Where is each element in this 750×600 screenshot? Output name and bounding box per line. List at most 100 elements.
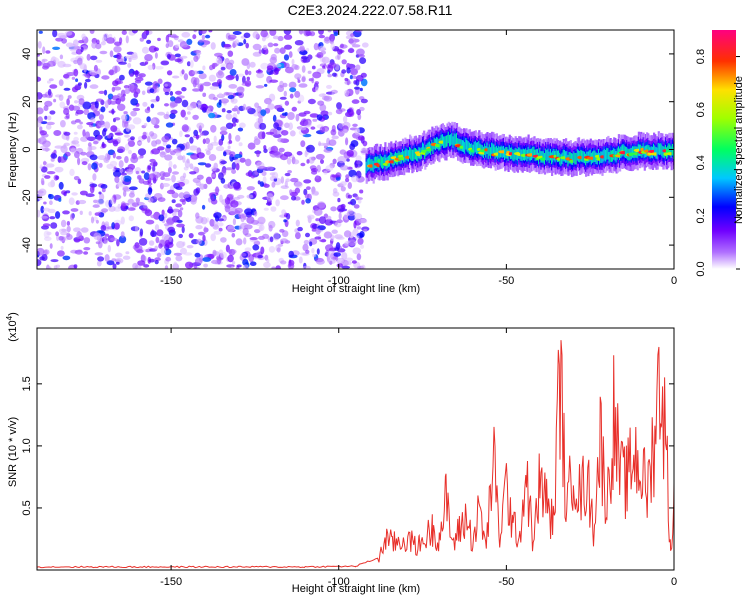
heatmap-noise-cell [167, 206, 173, 214]
heatmap-trace-cell [604, 150, 608, 162]
heatmap-noise-cell [120, 172, 127, 176]
heatmap-noise-cell [215, 186, 220, 195]
heatmap-noise-cell [154, 260, 159, 265]
heatmap-noise-cell [166, 217, 175, 226]
heatmap-noise-cell [326, 84, 332, 89]
heatmap-noise-cell [137, 141, 143, 145]
heatmap-noise-cell [333, 31, 339, 37]
heatmap-noise-cell [268, 224, 273, 232]
heatmap-noise-cell [281, 209, 286, 216]
heatmap-noise-cell [141, 46, 150, 54]
heatmap-noise-cell [254, 52, 259, 56]
heatmap-trace-cell [464, 142, 467, 154]
heatmap-noise-cell [90, 117, 96, 123]
heatmap-noise-cell [287, 112, 295, 120]
heatmap-noise-cell [143, 264, 150, 268]
heatmap-noise-cell [266, 258, 270, 263]
heatmap-trace-peak [640, 147, 645, 152]
heatmap-noise-cell [180, 55, 188, 59]
heatmap-noise-cell [37, 192, 43, 198]
heatmap-noise-cell [118, 235, 127, 244]
heatmap-noise-cell [119, 95, 126, 102]
heatmap-trace-peak [600, 155, 605, 159]
heatmap-trace-cell [369, 157, 372, 169]
heatmap-noise-cell [314, 236, 322, 240]
heatmap-noise-cell [289, 93, 294, 99]
heatmap-noise-cell [348, 37, 357, 45]
heatmap-noise-cell [163, 113, 170, 120]
heatmap-noise-cell [77, 124, 83, 130]
heatmap-trace-cell [485, 146, 488, 158]
heatmap-noise-cell [44, 175, 51, 179]
heatmap-noise-cell [294, 90, 301, 98]
heatmap-noise-cell [242, 103, 247, 111]
heatmap-noise-cell [245, 106, 252, 112]
heatmap-trace-cell [663, 146, 666, 159]
heatmap-noise-cell [240, 252, 247, 257]
heatmap-noise-cell [238, 91, 244, 99]
heatmap-noise-cell [79, 63, 87, 70]
heatmap-noise-cell [154, 66, 164, 70]
heatmap-noise-cell [269, 70, 274, 75]
heatmap-noise-cell [357, 199, 362, 204]
heatmap-noise-cell [181, 69, 185, 75]
heatmap-trace-cell [635, 146, 638, 158]
heatmap-noise-cell [144, 61, 149, 65]
heatmap-noise-cell [280, 176, 285, 184]
heatmap-noise-cell [227, 225, 235, 232]
heatmap-noise-cell [174, 53, 181, 58]
heatmap-noise-cell [54, 166, 64, 173]
heatmap-noise-cell [271, 266, 276, 269]
heatmap-noise-cell [210, 124, 217, 133]
heatmap-noise-cell [83, 108, 90, 116]
heatmap-noise-cell [143, 172, 150, 181]
heatmap-noise-cell [218, 99, 222, 106]
heatmap-noise-cell [277, 137, 284, 143]
heatmap-noise-cell [212, 97, 218, 101]
heatmap-noise-cell [152, 164, 156, 173]
heatmap-noise-cell [166, 189, 176, 195]
heatmap-noise-cell [208, 112, 216, 119]
heatmap-noise-cell [344, 89, 350, 96]
heatmap-noise-cell [351, 260, 357, 264]
heatmap-noise-cell [67, 95, 72, 99]
heatmap-noise-cell [306, 144, 315, 153]
heatmap-noise-cell [320, 110, 329, 116]
heatmap-noise-cell [360, 98, 368, 104]
heatmap-noise-cell [59, 54, 64, 60]
heatmap-noise-cell [185, 261, 194, 269]
heatmap-noise-cell [338, 212, 342, 220]
heatmap-noise-cell [125, 251, 130, 255]
heatmap-trace-cell [512, 149, 515, 161]
heatmap-noise-cell [291, 64, 299, 70]
heatmap-noise-cell [327, 111, 333, 116]
heatmap-noise-cell [315, 259, 325, 265]
heatmap-noise-cell [320, 159, 324, 165]
heatmap-noise-cell [62, 255, 71, 261]
heatmap-noise-cell [202, 257, 212, 262]
heatmap-noise-cell [48, 94, 53, 98]
heatmap-noise-cell [268, 246, 276, 253]
heatmap-noise-cell [89, 84, 99, 89]
heatmap-noise-cell [77, 231, 81, 236]
heatmap-trace-cell [570, 153, 574, 165]
heatmap-noise-cell [243, 237, 247, 245]
heatmap-trace-cell [565, 151, 568, 163]
heatmap-noise-cell [82, 101, 92, 110]
heatmap-noise-cell [143, 255, 147, 262]
heatmap-noise-cell [322, 93, 326, 97]
heatmap-noise-cell [166, 53, 171, 60]
heatmap-noise-cell [99, 50, 108, 55]
heatmap-noise-cell [270, 206, 277, 212]
heatmap-noise-cell [40, 205, 45, 214]
heatmap-noise-cell [60, 245, 64, 250]
heatmap-trace-cell [536, 148, 540, 161]
heatmap-noise-cell [351, 99, 360, 104]
heatmap-noise-cell [248, 70, 252, 76]
heatmap-noise-cell [295, 232, 301, 240]
heatmap-noise-cell [160, 60, 170, 66]
heatmap-noise-cell [168, 160, 173, 169]
heatmap-noise-cell [184, 134, 190, 138]
heatmap-noise-cell [227, 50, 234, 57]
heatmap-noise-cell [297, 126, 307, 131]
